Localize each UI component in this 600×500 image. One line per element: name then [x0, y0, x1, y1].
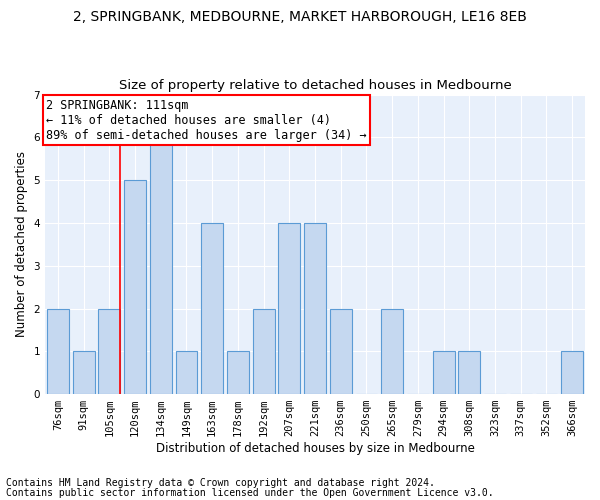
Text: 2, SPRINGBANK, MEDBOURNE, MARKET HARBOROUGH, LE16 8EB: 2, SPRINGBANK, MEDBOURNE, MARKET HARBORO… [73, 10, 527, 24]
Bar [330, 308, 352, 394]
Bar [458, 352, 480, 394]
X-axis label: Distribution of detached houses by size in Medbourne: Distribution of detached houses by size … [155, 442, 475, 455]
Bar [73, 352, 95, 394]
Bar [47, 308, 69, 394]
Bar [561, 352, 583, 394]
Bar [304, 223, 326, 394]
Bar [227, 352, 249, 394]
Title: Size of property relative to detached houses in Medbourne: Size of property relative to detached ho… [119, 79, 511, 92]
Text: 2 SPRINGBANK: 111sqm
← 11% of detached houses are smaller (4)
89% of semi-detach: 2 SPRINGBANK: 111sqm ← 11% of detached h… [46, 99, 367, 142]
Text: Contains public sector information licensed under the Open Government Licence v3: Contains public sector information licen… [6, 488, 494, 498]
Bar [176, 352, 197, 394]
Bar [278, 223, 300, 394]
Bar [253, 308, 275, 394]
Y-axis label: Number of detached properties: Number of detached properties [15, 152, 28, 338]
Bar [124, 180, 146, 394]
Bar [150, 138, 172, 394]
Text: Contains HM Land Registry data © Crown copyright and database right 2024.: Contains HM Land Registry data © Crown c… [6, 478, 435, 488]
Bar [433, 352, 455, 394]
Bar [98, 308, 120, 394]
Bar [381, 308, 403, 394]
Bar [201, 223, 223, 394]
